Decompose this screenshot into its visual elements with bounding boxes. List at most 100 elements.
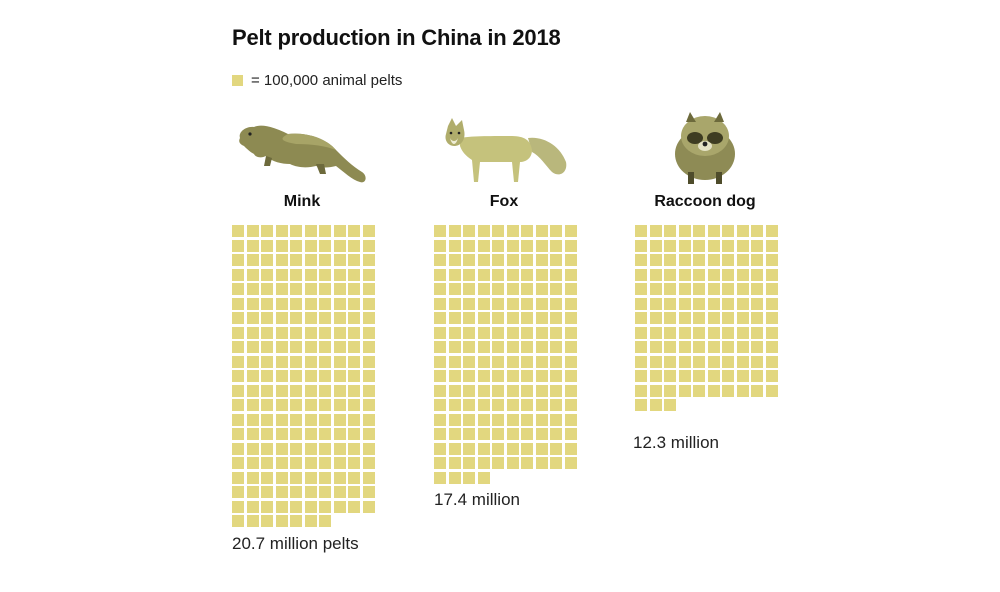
waffle-square [261,500,273,513]
waffle-square [693,283,705,295]
waffle-square [275,486,288,498]
waffle-square [290,326,302,339]
waffle-square [448,442,461,455]
waffle-square [535,239,548,252]
waffle-square [362,457,375,469]
waffle-square [477,283,490,295]
waffle-square [319,500,331,513]
waffle-square [434,442,446,455]
waffle-square [765,341,778,353]
waffle-square [448,326,461,339]
waffle-square [434,370,446,382]
waffle-square [333,355,346,368]
waffle-square [261,254,273,266]
waffle-square [362,471,375,484]
chart-title: Pelt production in China in 2018 [232,25,561,50]
waffle-square [506,283,519,295]
waffle-square [304,500,317,513]
waffle-square [362,500,375,513]
waffle-square [506,355,519,368]
waffle-square [261,268,273,281]
waffle-square [678,326,691,339]
waffle-square [319,515,331,527]
waffle-square [649,384,662,397]
total-label-mink: 20.7 million pelts [232,534,359,553]
waffle-square [492,384,504,397]
waffle-square [477,268,490,281]
waffle-square [362,399,375,411]
waffle-square [550,355,562,368]
waffle-square [492,399,504,411]
waffle-square [550,268,562,281]
waffle-square [333,442,346,455]
waffle-square [319,355,331,368]
waffle-square [319,254,331,266]
waffle-square [348,341,360,353]
waffle-square [635,268,647,281]
waffle-square [434,471,446,484]
waffle-square [506,268,519,281]
waffle-square [348,268,360,281]
waffle-square [261,457,273,469]
waffle-square [678,312,691,324]
waffle-square [550,225,562,237]
waffle-square [333,326,346,339]
waffle-square [463,268,475,281]
waffle-square [319,471,331,484]
waffle-square [664,225,676,237]
waffle-square [463,413,475,426]
waffle-square [261,486,273,498]
waffle-square [232,384,244,397]
waffle-square [521,297,533,310]
waffle-square [492,413,504,426]
waffle-square [751,254,763,266]
waffle-square [492,254,504,266]
waffle-square [463,471,475,484]
waffle-square [448,457,461,469]
waffle-square [736,268,749,281]
waffle-square [506,297,519,310]
waffle-square [246,457,259,469]
waffle-square [275,297,288,310]
waffle-square [722,297,734,310]
waffle-square [635,370,647,382]
waffle-square [664,297,676,310]
waffle-square [463,457,475,469]
waffle-square [678,268,691,281]
waffle-square [319,225,331,237]
waffle-square [564,370,577,382]
waffle-square [348,370,360,382]
waffle-square [232,413,244,426]
waffle-square [290,500,302,513]
waffle-square [492,457,504,469]
waffle-square [521,457,533,469]
waffle-square [348,225,360,237]
waffle-square [664,399,676,411]
waffle-square [448,268,461,281]
waffle-square [722,384,734,397]
waffle-square [362,486,375,498]
waffle-square [333,370,346,382]
waffle-square [319,486,331,498]
raccoon-dog-icon [675,112,735,184]
waffle-square [736,384,749,397]
waffle-square [304,283,317,295]
waffle-square [275,515,288,527]
waffle-square [564,239,577,252]
waffle-square [275,254,288,266]
waffle-square [635,384,647,397]
waffle-square [564,355,577,368]
waffle-square [232,399,244,411]
waffle-square [751,297,763,310]
waffle-square [304,254,317,266]
waffle-square [678,225,691,237]
waffle-square [535,355,548,368]
waffle-square [477,457,490,469]
waffle-square [751,283,763,295]
waffle-square [664,341,676,353]
waffle-square [751,341,763,353]
waffle-square [304,384,317,397]
waffle-square [319,428,331,440]
waffle-square [333,428,346,440]
waffle-square [492,428,504,440]
